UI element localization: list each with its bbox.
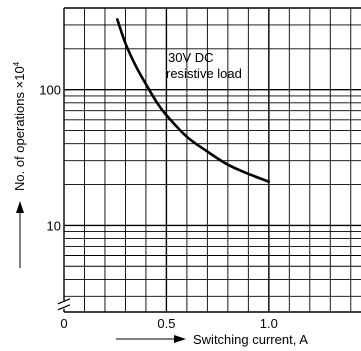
- series-layer: [116, 18, 271, 183]
- series-label-line-1: 30V DC: [168, 50, 214, 65]
- y-axis-label-exponent: 4: [12, 61, 21, 66]
- axis-break-mark: [57, 298, 71, 305]
- axis-break-gap: [59, 300, 69, 309]
- y-axis-label: No. of operations ×104: [12, 61, 27, 191]
- series-label-line-2: resistive load: [166, 66, 242, 81]
- axis-break-mark: [57, 304, 71, 311]
- x-tick-label: 0: [60, 316, 67, 331]
- y-axis-arrowhead-icon: [16, 201, 24, 213]
- grid: [64, 8, 361, 312]
- plot-frame: [63, 7, 361, 313]
- y-tick-labels: 10 100: [39, 83, 61, 234]
- y-axis-title: No. of operations ×104: [12, 61, 27, 268]
- series-line: [116, 18, 271, 183]
- x-axis-title: Switching current, A: [116, 332, 308, 347]
- x-tick-labels: 0 0.5 1.0: [60, 316, 277, 331]
- y-tick-label: 10: [47, 218, 61, 233]
- x-axis-label: Switching current, A: [193, 332, 308, 347]
- x-axis-arrowhead-icon: [174, 335, 186, 343]
- axis-break: [57, 298, 71, 311]
- x-tick-label: 0.5: [157, 316, 175, 331]
- series-annotation: 30V DC resistive load: [166, 50, 242, 81]
- x-tick-label: 1.0: [260, 316, 278, 331]
- y-tick-label: 100: [39, 83, 61, 98]
- y-axis-label-main: No. of operations ×10: [12, 66, 27, 191]
